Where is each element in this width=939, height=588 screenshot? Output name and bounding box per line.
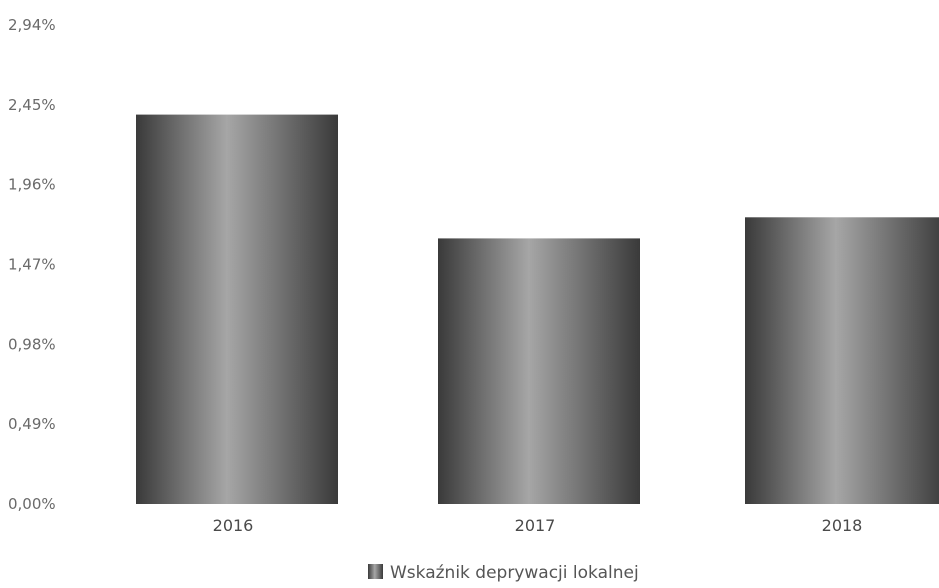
bar-2017 bbox=[438, 238, 640, 504]
bars bbox=[136, 114, 939, 505]
y-tick-label: 0,98% bbox=[8, 335, 56, 353]
legend-label: Wskaźnik deprywacji lokalnej bbox=[390, 563, 639, 583]
legend: Wskaźnik deprywacji lokalnej bbox=[368, 563, 639, 583]
y-axis-ticks: 0,00% 0,49% 0,98% 1,47% 1,96% 2,45% 2,94% bbox=[8, 16, 56, 513]
y-tick-label: 0,49% bbox=[8, 415, 56, 433]
x-tick-label: 2017 bbox=[515, 516, 556, 535]
x-tick-label: 2018 bbox=[822, 516, 863, 535]
y-tick-label: 2,45% bbox=[8, 96, 56, 114]
legend-swatch bbox=[368, 564, 383, 579]
bar-2018 bbox=[745, 217, 939, 505]
y-tick-label: 1,96% bbox=[8, 176, 56, 194]
y-tick-label: 1,47% bbox=[8, 256, 56, 274]
y-tick-label: 2,94% bbox=[8, 16, 56, 34]
bar-2016 bbox=[136, 114, 338, 504]
y-tick-label: 0,00% bbox=[8, 495, 56, 513]
x-tick-label: 2016 bbox=[213, 516, 254, 535]
x-axis-ticks: 2016 2017 2018 bbox=[213, 516, 863, 535]
